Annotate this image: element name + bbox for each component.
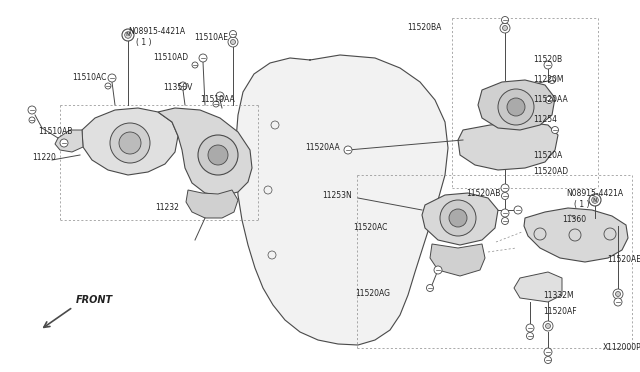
Polygon shape	[236, 55, 448, 345]
Text: 11520AG: 11520AG	[355, 289, 390, 298]
Polygon shape	[524, 208, 628, 262]
Circle shape	[545, 356, 552, 363]
Polygon shape	[458, 122, 558, 170]
Circle shape	[449, 209, 467, 227]
Text: 11510AE: 11510AE	[194, 33, 228, 42]
Text: FRONT: FRONT	[76, 295, 113, 305]
Text: 11520AD: 11520AD	[533, 167, 568, 176]
Text: 11520A: 11520A	[533, 151, 563, 160]
Text: 11520AB: 11520AB	[466, 189, 500, 198]
Circle shape	[548, 77, 556, 83]
Circle shape	[230, 31, 237, 38]
Circle shape	[501, 209, 509, 217]
Text: ( 1 ): ( 1 )	[136, 38, 152, 48]
Text: 11510AA: 11510AA	[200, 96, 235, 105]
Circle shape	[228, 37, 238, 47]
Circle shape	[545, 324, 550, 328]
Circle shape	[29, 117, 35, 123]
Text: 11220: 11220	[32, 154, 56, 163]
Circle shape	[179, 82, 187, 90]
Circle shape	[613, 289, 623, 299]
Circle shape	[502, 218, 509, 224]
Circle shape	[498, 89, 534, 125]
Text: N08915-4421A: N08915-4421A	[128, 28, 185, 36]
Circle shape	[589, 194, 601, 206]
Polygon shape	[82, 108, 178, 175]
Circle shape	[198, 135, 238, 175]
Circle shape	[502, 192, 509, 199]
Circle shape	[502, 26, 508, 31]
Text: 11254: 11254	[533, 115, 557, 125]
Circle shape	[434, 266, 442, 274]
Polygon shape	[55, 130, 83, 152]
Polygon shape	[186, 190, 238, 218]
Polygon shape	[514, 272, 562, 302]
Polygon shape	[430, 244, 485, 276]
Circle shape	[500, 23, 510, 33]
Polygon shape	[478, 80, 555, 130]
Circle shape	[545, 96, 552, 103]
Circle shape	[105, 83, 111, 89]
Circle shape	[514, 206, 522, 214]
Circle shape	[592, 197, 598, 203]
Circle shape	[230, 39, 236, 45]
Text: 11510AC: 11510AC	[72, 74, 106, 83]
Circle shape	[216, 92, 224, 100]
Circle shape	[544, 348, 552, 356]
Polygon shape	[422, 193, 498, 245]
Text: N: N	[126, 32, 130, 38]
Circle shape	[507, 98, 525, 116]
Circle shape	[440, 200, 476, 236]
Text: 11510AD: 11510AD	[153, 52, 188, 61]
Circle shape	[544, 61, 552, 69]
Circle shape	[527, 333, 534, 340]
Text: 11520AC: 11520AC	[354, 224, 388, 232]
Text: ( 1 ): ( 1 )	[574, 199, 589, 208]
Circle shape	[199, 54, 207, 62]
Circle shape	[543, 321, 553, 331]
Circle shape	[192, 62, 198, 68]
Circle shape	[502, 16, 509, 23]
Circle shape	[426, 285, 433, 292]
Text: N: N	[593, 198, 597, 202]
Circle shape	[110, 123, 150, 163]
Text: 11253N: 11253N	[323, 192, 352, 201]
Circle shape	[344, 146, 352, 154]
Text: 11332M: 11332M	[543, 291, 573, 299]
Circle shape	[208, 145, 228, 165]
Text: 11360: 11360	[562, 215, 586, 224]
Circle shape	[526, 324, 534, 332]
Circle shape	[28, 106, 36, 114]
Circle shape	[213, 101, 219, 107]
Circle shape	[60, 139, 68, 147]
Text: 11232: 11232	[155, 203, 179, 212]
Text: 11520AA: 11520AA	[533, 96, 568, 105]
Text: 11520AA: 11520AA	[305, 144, 340, 153]
Text: 11520AF: 11520AF	[543, 308, 577, 317]
Circle shape	[125, 32, 131, 38]
Text: 11510AB: 11510AB	[38, 126, 72, 135]
Text: 11520AE: 11520AE	[607, 254, 640, 263]
Circle shape	[119, 132, 141, 154]
Text: 11350V: 11350V	[163, 83, 193, 92]
Text: 11520B: 11520B	[533, 55, 562, 64]
Polygon shape	[158, 108, 252, 196]
Circle shape	[614, 298, 622, 306]
Text: N08915-4421A: N08915-4421A	[566, 189, 623, 198]
Circle shape	[122, 29, 134, 41]
Circle shape	[108, 74, 116, 82]
Text: 11520BA: 11520BA	[407, 22, 442, 32]
Circle shape	[552, 126, 559, 134]
Text: 11220M: 11220M	[533, 76, 563, 84]
Circle shape	[616, 292, 621, 296]
Text: X112000P: X112000P	[603, 343, 640, 353]
Circle shape	[501, 184, 509, 192]
